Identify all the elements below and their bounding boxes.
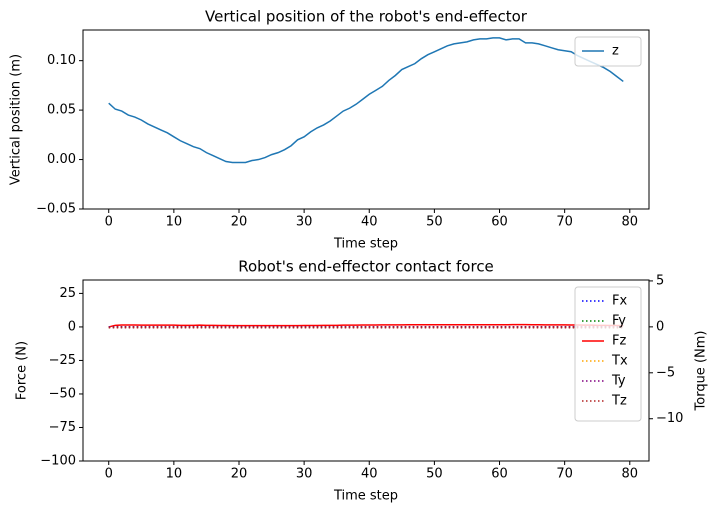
- y-tick-label: 0.05: [47, 103, 76, 118]
- y2-axis-label: Torque (Nm): [694, 331, 709, 412]
- x-tick-label: 20: [231, 467, 248, 482]
- y-axis-label: Vertical position (m): [9, 54, 24, 185]
- legend-label: Fx: [612, 294, 627, 309]
- plot-frame: [82, 279, 650, 462]
- y-tick-label: 0: [68, 319, 76, 334]
- y-tick-label: −75: [49, 420, 76, 435]
- x-tick-label: 50: [426, 467, 443, 482]
- series-line: [108, 323, 624, 328]
- x-axis-label: Time step: [333, 237, 398, 252]
- chart-title: Robot's end-effector contact force: [238, 258, 494, 276]
- y-tick-label: 0.00: [47, 152, 76, 167]
- legend-label: Tz: [611, 394, 627, 409]
- y-tick-label: −50: [49, 386, 76, 401]
- y-tick-label: 0.10: [47, 53, 76, 68]
- chart-title: Vertical position of the robot's end-eff…: [205, 8, 528, 26]
- y-axis-label: Force (N): [15, 341, 30, 400]
- legend-label: z: [612, 44, 619, 59]
- x-tick-label: 50: [426, 215, 443, 230]
- legend-frame: [574, 36, 642, 67]
- legend-label: Tx: [611, 354, 628, 369]
- legend-frame: [574, 286, 642, 422]
- x-tick-label: 0: [105, 467, 113, 482]
- x-tick-label: 10: [166, 215, 183, 230]
- x-axis-label: Time step: [333, 489, 398, 504]
- x-tick-label: 30: [296, 467, 313, 482]
- x-tick-label: 80: [622, 215, 639, 230]
- x-tick-label: 80: [622, 467, 639, 482]
- series-line: [108, 37, 624, 164]
- y-tick-label: −100: [40, 454, 76, 469]
- x-tick-label: 40: [361, 467, 378, 482]
- x-tick-label: 60: [491, 467, 508, 482]
- y-tick-label: −25: [49, 353, 76, 368]
- x-tick-label: 60: [491, 215, 508, 230]
- y-tick-label: 25: [59, 286, 76, 301]
- legend-label: Fz: [612, 334, 626, 349]
- legend-label: Fy: [612, 314, 626, 329]
- x-tick-label: 40: [361, 215, 378, 230]
- x-tick-label: 70: [556, 215, 573, 230]
- x-tick-label: 10: [166, 467, 183, 482]
- y2-tick-label: −5: [656, 365, 675, 380]
- x-tick-label: 0: [105, 215, 113, 230]
- y-tick-label: −0.05: [36, 202, 76, 217]
- x-tick-label: 70: [556, 467, 573, 482]
- plot-frame: [82, 29, 650, 210]
- legend-label: Ty: [611, 374, 626, 389]
- x-tick-label: 30: [296, 215, 313, 230]
- x-tick-label: 20: [231, 215, 248, 230]
- y2-tick-label: 5: [656, 273, 664, 288]
- y2-tick-label: 0: [656, 319, 664, 334]
- y2-tick-label: −10: [656, 411, 683, 426]
